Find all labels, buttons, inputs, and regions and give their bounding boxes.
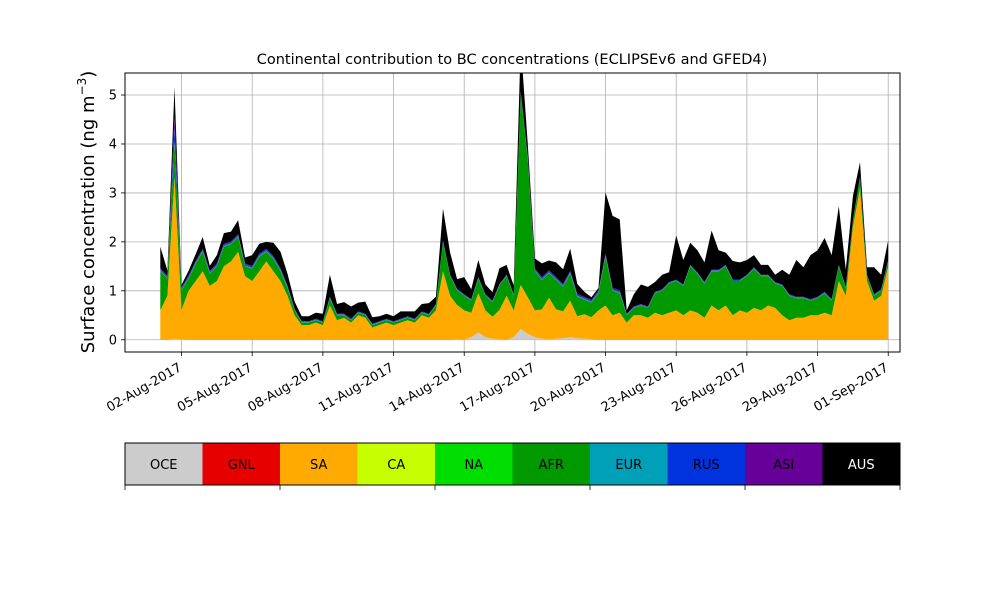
legend-label-aus: AUS (848, 458, 875, 473)
y-tick-label: 4 (109, 137, 117, 152)
legend-swatch-eur (590, 443, 668, 485)
y-tick-label: 1 (109, 284, 117, 299)
x-tick-label: 29-Aug-2017 (740, 360, 820, 415)
legend-swatch-asi (745, 443, 823, 485)
area-oce (160, 329, 889, 340)
x-axis: 02-Aug-201705-Aug-201708-Aug-201711-Aug-… (104, 352, 891, 416)
x-tick-label: 26-Aug-2017 (670, 360, 750, 415)
x-tick-label: 05-Aug-2017 (175, 360, 255, 415)
legend-label-oce: OCE (150, 458, 178, 473)
y-tick-label: 3 (109, 186, 117, 201)
legend-label-na: NA (464, 458, 483, 473)
x-tick-label: 17-Aug-2017 (458, 360, 538, 415)
stacked-areas (160, 73, 889, 340)
legend-label-eur: EUR (615, 458, 642, 473)
area-aus (160, 73, 889, 324)
x-tick-label: 02-Aug-2017 (104, 360, 184, 415)
legend-swatch-oce (125, 443, 203, 485)
legend-label-gnl: GNL (228, 458, 256, 473)
legend-frame (124, 442, 901, 486)
x-tick-label: 23-Aug-2017 (599, 360, 679, 415)
legend-swatch-rus (667, 443, 745, 485)
x-tick-label: 08-Aug-2017 (246, 360, 326, 415)
x-tick-label: 20-Aug-2017 (528, 360, 608, 415)
y-axis-label-close: ) (78, 71, 99, 78)
plot-frame (124, 72, 901, 353)
legend-label-asi: ASI (773, 458, 794, 473)
x-tick-label: 11-Aug-2017 (316, 360, 396, 415)
legend-label-sa: SA (310, 458, 327, 473)
area-afr (160, 94, 889, 328)
x-tick-label: 01-Sep-2017 (811, 360, 891, 415)
y-axis: 0 1 2 3 4 5 (109, 89, 125, 348)
legend-swatch-aus (822, 443, 900, 485)
x-tick-label: 14-Aug-2017 (387, 360, 467, 415)
legend-label-ca: CA (387, 458, 405, 473)
legend-swatch-na (435, 443, 513, 485)
legend-label-afr: AFR (539, 458, 564, 473)
legend-swatch-gnl (202, 443, 280, 485)
y-tick-label: 2 (109, 235, 117, 250)
legend-swatch-ca (357, 443, 435, 485)
plot-area: 0 1 2 3 4 5 02-Aug-201705-Aug-201708-Aug-2017… (104, 72, 901, 416)
y-axis-label-exponent: −3 (75, 78, 89, 96)
legend-colorbar: OCE GNL SA CA NA AFR EUR RUS ASI AUS (124, 442, 901, 490)
y-axis-label-text: Surface concentration (ng m (78, 95, 99, 353)
legend-swatch-sa (280, 443, 358, 485)
area-sa (160, 177, 889, 340)
y-axis-label: Surface concentration (ng m−3) (75, 71, 99, 354)
legend-swatch-afr (512, 443, 590, 485)
chart-title: Continental contribution to BC concentra… (257, 52, 768, 68)
y-tick-label: 0 (109, 333, 117, 348)
legend-label-rus: RUS (693, 458, 720, 473)
y-tick-label: 5 (109, 89, 117, 104)
